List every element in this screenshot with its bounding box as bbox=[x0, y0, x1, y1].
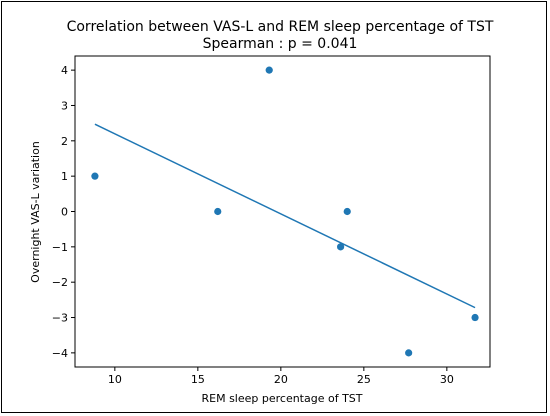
chart-subtitle: Spearman : p = 0.041 bbox=[203, 36, 358, 52]
x-tick-label: 25 bbox=[357, 373, 371, 386]
data-point bbox=[265, 66, 273, 74]
data-point bbox=[343, 207, 351, 216]
y-tick-label: −3 bbox=[52, 312, 68, 325]
axis-ticks: 10 15 20 25 30 −4 −3 −2 −1 0 1 2 3 4 bbox=[52, 64, 454, 386]
x-tick-label: 15 bbox=[191, 373, 205, 386]
data-marks bbox=[91, 66, 479, 357]
x-tick-label: 30 bbox=[440, 373, 454, 386]
y-tick-label: 1 bbox=[61, 170, 68, 183]
y-tick-label: −2 bbox=[52, 276, 68, 289]
x-tick-label: 20 bbox=[274, 373, 288, 386]
data-point bbox=[214, 207, 222, 216]
y-tick-label: −4 bbox=[52, 347, 68, 360]
y-tick-label: 4 bbox=[61, 64, 68, 77]
plot-area bbox=[74, 55, 491, 368]
y-axis-label: Overnight VAS-L variation bbox=[29, 141, 42, 283]
x-tick-label: 10 bbox=[108, 373, 122, 386]
y-tick-label: 0 bbox=[61, 206, 68, 219]
data-point bbox=[471, 313, 479, 322]
chart-title: Correlation between VAS-L and REM sleep … bbox=[67, 19, 494, 35]
y-tick-label: −1 bbox=[52, 241, 68, 254]
data-point bbox=[405, 349, 413, 357]
data-point bbox=[91, 172, 99, 180]
y-tick-label: 2 bbox=[61, 135, 68, 148]
data-point bbox=[337, 243, 345, 251]
x-axis-label: REM sleep percentage of TST bbox=[201, 392, 362, 405]
y-tick-label: 3 bbox=[61, 99, 68, 112]
regression-line bbox=[94, 123, 476, 309]
